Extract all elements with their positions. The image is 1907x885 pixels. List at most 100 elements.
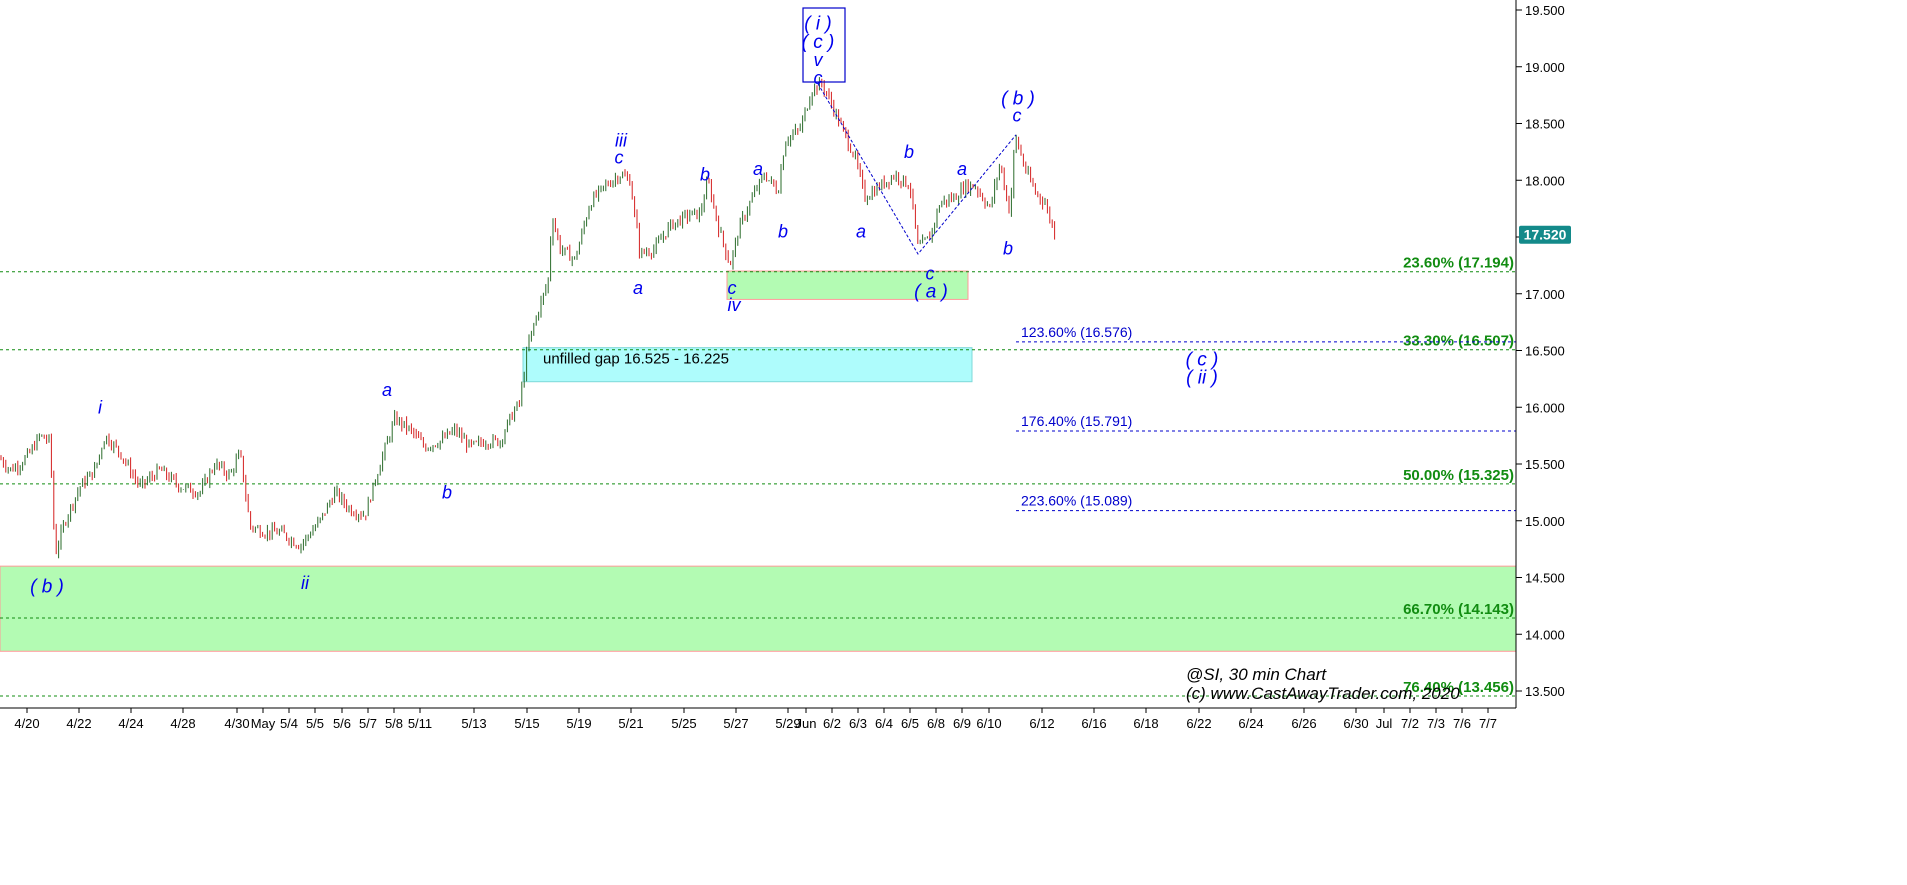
- y-tick-label: 15.000: [1525, 514, 1565, 529]
- wave-label: ( c ): [802, 32, 835, 53]
- x-tick-label: 6/2: [823, 716, 841, 731]
- gap-zone-label: unfilled gap 16.525 - 16.225: [543, 351, 729, 368]
- x-tick-label: 6/9: [953, 716, 971, 731]
- x-tick-label: 4/20: [14, 716, 39, 731]
- y-tick-label: 18.500: [1525, 117, 1565, 132]
- x-tick-label: 7/3: [1427, 716, 1445, 731]
- wave-label: ( b ): [1001, 89, 1035, 110]
- x-tick-label: 6/26: [1291, 716, 1316, 731]
- x-tick-label: 6/16: [1081, 716, 1106, 731]
- extension-level-label: 223.60% (15.089): [1021, 493, 1132, 509]
- wave-label: c: [728, 278, 737, 298]
- y-tick-label: 16.000: [1525, 400, 1565, 415]
- fib-level-label: 66.70% (14.143): [1403, 601, 1514, 618]
- axis-layer: 19.50019.00018.50018.00017.50017.00016.5…: [0, 0, 1571, 731]
- wave-label: c: [615, 148, 624, 168]
- zone-support-bottom: [0, 565, 1517, 652]
- fib-level-label: 50.00% (15.325): [1403, 467, 1514, 484]
- y-tick-label: 19.500: [1525, 3, 1565, 18]
- x-tick-label: 4/28: [170, 716, 195, 731]
- wave-label: ( i ): [804, 14, 831, 35]
- x-tick-label: 6/8: [927, 716, 945, 731]
- wave-label: c: [926, 263, 935, 283]
- x-tick-label: 4/22: [66, 716, 91, 731]
- last-price-tag: [1519, 225, 1571, 244]
- y-tick-label: 14.500: [1525, 571, 1565, 586]
- wave-label: b: [442, 482, 452, 502]
- wave-label: a: [957, 159, 967, 179]
- wave-label: ( b ): [30, 577, 64, 598]
- x-tick-label: 5/6: [333, 716, 351, 731]
- wave-label: c: [1013, 106, 1022, 126]
- wave-label: c: [814, 68, 823, 88]
- y-tick-label: 18.000: [1525, 173, 1565, 188]
- x-tick-label: 4/24: [118, 716, 143, 731]
- wave-label: i: [98, 397, 103, 417]
- x-tick-label: Jul: [1376, 716, 1393, 731]
- fib-level-label: 76.40% (13.456): [1403, 679, 1514, 696]
- x-tick-label: 5/4: [280, 716, 298, 731]
- wave-label: a: [382, 380, 392, 400]
- x-tick-label: 6/18: [1133, 716, 1158, 731]
- x-tick-label: 5/21: [618, 716, 643, 731]
- x-tick-label: 6/4: [875, 716, 893, 731]
- x-tick-label: Jun: [796, 716, 817, 731]
- x-tick-label: 5/27: [723, 716, 748, 731]
- x-tick-label: 6/5: [901, 716, 919, 731]
- wave-label: b: [904, 142, 914, 162]
- x-tick-label: 5/5: [306, 716, 324, 731]
- wave-zigzag-line: [817, 83, 1017, 255]
- x-tick-label: 5/19: [566, 716, 591, 731]
- wave-label: ( ii ): [1186, 368, 1218, 389]
- wave-label: a: [856, 221, 866, 241]
- x-tick-label: 5/29: [775, 716, 800, 731]
- x-tick-label: 4/30: [224, 716, 249, 731]
- wave-label: iv: [728, 295, 742, 315]
- zone-gap: [522, 347, 973, 383]
- wave-label: a: [633, 278, 643, 298]
- extension-level-label: 123.60% (16.576): [1021, 324, 1132, 340]
- wave-label: b: [778, 221, 788, 241]
- y-tick-label: 15.500: [1525, 457, 1565, 472]
- x-tick-label: 7/2: [1401, 716, 1419, 731]
- x-tick-label: 5/7: [359, 716, 377, 731]
- wave-label: b: [700, 165, 710, 185]
- y-tick-label: 14.000: [1525, 627, 1565, 642]
- x-tick-label: 6/30: [1343, 716, 1368, 731]
- wave-label: iii: [615, 131, 628, 151]
- y-tick-label: 19.000: [1525, 60, 1565, 75]
- chart-credit: (c) www.CastAwayTrader.com, 2020: [1186, 684, 1460, 703]
- x-tick-label: 6/10: [976, 716, 1001, 731]
- x-tick-label: 6/24: [1238, 716, 1263, 731]
- wave-label: a: [753, 159, 763, 179]
- levels-layer: 23.60% (17.194) 33.30% (16.507) 50.00% (15…: [0, 255, 1516, 697]
- wave-label: ii: [301, 573, 310, 593]
- y-tick-label: 17.000: [1525, 287, 1565, 302]
- x-tick-label: 6/12: [1029, 716, 1054, 731]
- wave-label: ( a ): [914, 281, 948, 302]
- x-tick-label: May: [251, 716, 276, 731]
- overlay-layer: [802, 7, 1017, 255]
- zone-support-top: [726, 270, 969, 300]
- x-tick-label: 6/3: [849, 716, 867, 731]
- fib-level-label: 33.30% (16.507): [1403, 333, 1514, 350]
- x-tick-label: 5/8: [385, 716, 403, 731]
- x-tick-label: 5/15: [514, 716, 539, 731]
- wave-label: b: [1003, 238, 1013, 258]
- x-tick-label: 6/22: [1186, 716, 1211, 731]
- x-tick-label: 5/11: [408, 716, 432, 731]
- fib-level-label: 23.60% (17.194): [1403, 255, 1514, 272]
- chart-credit: @SI, 30 min Chart: [1186, 665, 1327, 684]
- x-tick-label: 7/6: [1453, 716, 1471, 731]
- candles-layer: [0, 77, 1056, 559]
- x-tick-label: 5/13: [461, 716, 486, 731]
- zones-layer: unfilled gap 16.525 - 16.225: [0, 270, 1517, 652]
- wave-label: v: [814, 50, 824, 70]
- x-tick-label: 7/7: [1479, 716, 1497, 731]
- last-price-label: 17.520: [1524, 227, 1567, 243]
- y-tick-label: 13.500: [1525, 684, 1565, 699]
- wave-label: ( c ): [1186, 350, 1219, 371]
